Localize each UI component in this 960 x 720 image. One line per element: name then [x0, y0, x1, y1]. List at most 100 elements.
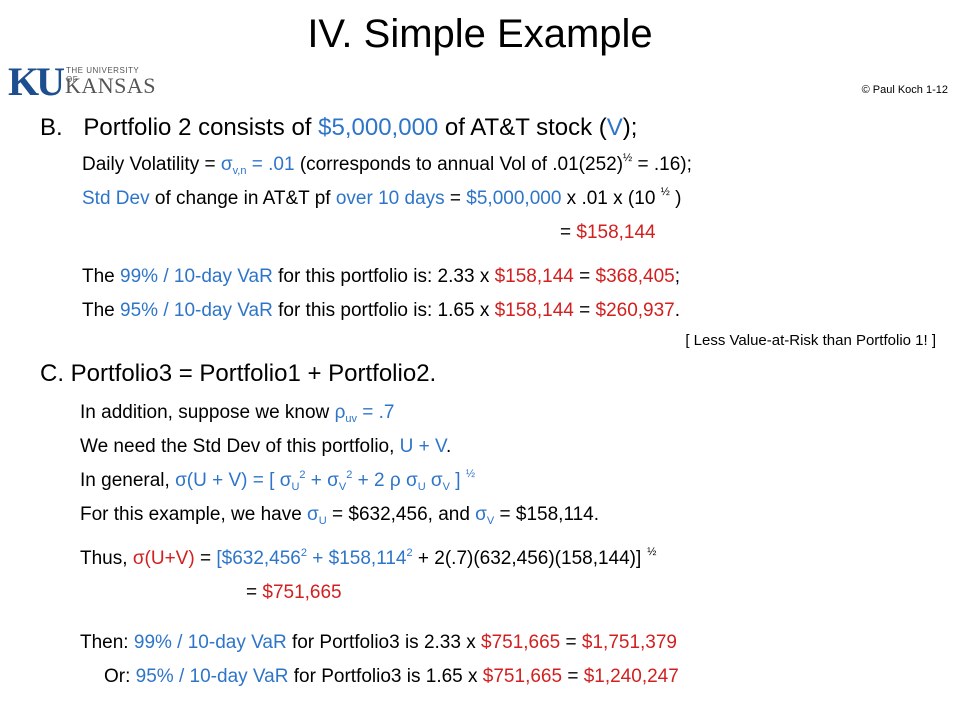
- var-result: $260,937: [595, 300, 675, 321]
- rho-uv: ρuv = .7: [334, 402, 395, 425]
- var-label: 99% / 10-day VaR: [120, 266, 273, 287]
- subscript: U: [291, 481, 300, 493]
- text: = $632,456, and: [326, 504, 476, 525]
- text: (corresponds to annual Vol of .01(252): [294, 154, 624, 175]
- rho-value: = .7: [357, 402, 395, 423]
- variable-v: V: [606, 114, 623, 141]
- base-value: $158,144: [494, 300, 574, 321]
- var-result: $368,405: [595, 266, 675, 287]
- subscript: V: [338, 481, 347, 493]
- std-dev-label: Std Dev: [82, 188, 150, 209]
- logo-line-2: KANSAS: [65, 73, 157, 98]
- text: Thus,: [80, 548, 133, 569]
- sigma-u-plus-v: σ(U+V): [132, 548, 195, 569]
- need-std-dev-line: We need the Std Dev of this portfolio, U…: [80, 436, 451, 458]
- portfolio-sd-value: $751,665: [262, 582, 342, 603]
- text: = $158,114.: [494, 504, 600, 525]
- thus-result: = $751,665: [246, 582, 342, 604]
- portfolio-amount: $5,000,000: [318, 114, 439, 141]
- text: In general,: [80, 470, 176, 491]
- text: x .01 x (10: [561, 188, 661, 209]
- ku-mark: KU: [8, 59, 65, 104]
- text: ): [669, 188, 682, 209]
- std-dev-line: Std Dev of change in AT&T pf over 10 day…: [82, 186, 682, 210]
- portfolio-sd-formula: σ(U + V) = [ σU2 + σV2 + 2 ρ σU σV ] ½: [175, 468, 476, 493]
- text: =: [560, 632, 582, 653]
- var-99-line: The 99% / 10-day VaR for this portfolio …: [82, 266, 680, 288]
- correlation-line: In addition, suppose we know ρuv = .7: [80, 402, 395, 425]
- text: =: [573, 266, 596, 287]
- var-95-line: The 95% / 10-day VaR for this portfolio …: [82, 300, 680, 322]
- sigma-vn: σv,n = .01: [220, 154, 295, 177]
- formula-text: + 2(.7)(632,456)(158,144)]: [412, 548, 642, 569]
- formula-text: + 2 ρ σ: [352, 470, 418, 491]
- var-label: 95% / 10-day VaR: [120, 300, 273, 321]
- copyright: © Paul Koch 1-12: [861, 84, 948, 96]
- text: The: [82, 266, 121, 287]
- section-b-label: B.: [40, 114, 63, 141]
- volatility-value: = .01: [246, 154, 295, 175]
- text: The: [82, 300, 121, 321]
- half-exponent: ½: [465, 468, 476, 480]
- text: =: [246, 582, 263, 603]
- text: =: [194, 548, 217, 569]
- var-label: 95% / 10-day VaR: [135, 666, 289, 687]
- ku-logo: KU THE UNIVERSITY OF KANSAS: [8, 59, 156, 104]
- text: For this example, we have: [80, 504, 308, 525]
- heading-text: of AT&T stock (: [438, 114, 607, 141]
- text: Then:: [80, 632, 134, 653]
- text: .: [445, 436, 452, 457]
- heading-text: );: [622, 114, 638, 141]
- section-c-heading: C. Portfolio3 = Portfolio1 + Portfolio2.: [40, 360, 437, 387]
- portfolio-sd-computation: [$632,4562 + $158,1142 + 2(.7)(632,456)(…: [216, 546, 657, 570]
- text: Or:: [104, 666, 136, 687]
- text: We need the Std Dev of this portfolio,: [80, 436, 400, 457]
- subscript: v,n: [232, 165, 247, 177]
- text: = .16);: [632, 154, 692, 175]
- formula-text: [$632,456: [216, 548, 301, 569]
- var-label: 99% / 10-day VaR: [133, 632, 287, 653]
- or-var-95-line: Or: 95% / 10-day VaR for Portfolio3 is 1…: [104, 666, 679, 688]
- thus-line: Thus, σ(U+V) = [$632,4562 + $158,1142 + …: [80, 546, 657, 570]
- comparison-note: [ Less Value-at-Risk than Portfolio 1! ]: [685, 332, 936, 349]
- daily-volatility-line: Daily Volatility = σv,n = .01 (correspon…: [82, 153, 692, 177]
- superscript: 2: [299, 469, 306, 481]
- sigma-u: σ: [307, 504, 319, 525]
- amount: $5,000,000: [466, 188, 562, 209]
- superscript: 2: [406, 547, 413, 559]
- text: =: [560, 222, 577, 243]
- formula-text: ]: [450, 470, 466, 491]
- u-plus-v: U + V: [399, 436, 446, 457]
- text: =: [573, 300, 596, 321]
- base-value: $751,665: [482, 666, 563, 687]
- text: =: [444, 188, 467, 209]
- text: =: [562, 666, 584, 687]
- std-dev-value: $158,144: [576, 222, 656, 243]
- text: for this portfolio is: 1.65 x: [272, 300, 495, 321]
- then-var-99-line: Then: 99% / 10-day VaR for Portfolio3 is…: [80, 632, 677, 654]
- formula-text: σ(U + V) = [ σ: [175, 470, 292, 491]
- subscript: U: [318, 515, 327, 527]
- logo-line-1: THE UNIVERSITY OF: [66, 66, 140, 84]
- base-value: $751,665: [481, 632, 561, 653]
- var-result: $1,240,247: [583, 666, 679, 687]
- subscript: uv: [345, 413, 357, 425]
- var-result: $1,751,379: [581, 632, 677, 653]
- subscript: V: [486, 515, 495, 527]
- slide-title: IV. Simple Example: [307, 12, 653, 56]
- days-label: over 10 days: [335, 188, 445, 209]
- text: of change in AT&T pf: [149, 188, 336, 209]
- section-b-heading: B. Portfolio 2 consists of $5,000,000 of…: [40, 114, 637, 142]
- base-value: $158,144: [494, 266, 574, 287]
- text: Daily Volatility =: [82, 154, 221, 175]
- superscript: 2: [300, 547, 307, 559]
- subscript: U: [417, 481, 426, 493]
- sigma-symbol: σ: [220, 154, 233, 175]
- std-dev-result: = $158,144: [560, 222, 656, 244]
- rho-symbol: ρ: [334, 402, 346, 423]
- example-values-line: For this example, we have σU = $632,456,…: [80, 504, 600, 527]
- text: In addition, suppose we know: [80, 402, 335, 423]
- text: ;: [674, 266, 681, 287]
- half-exponent: ½: [660, 186, 670, 198]
- half-exponent: ½: [647, 546, 657, 558]
